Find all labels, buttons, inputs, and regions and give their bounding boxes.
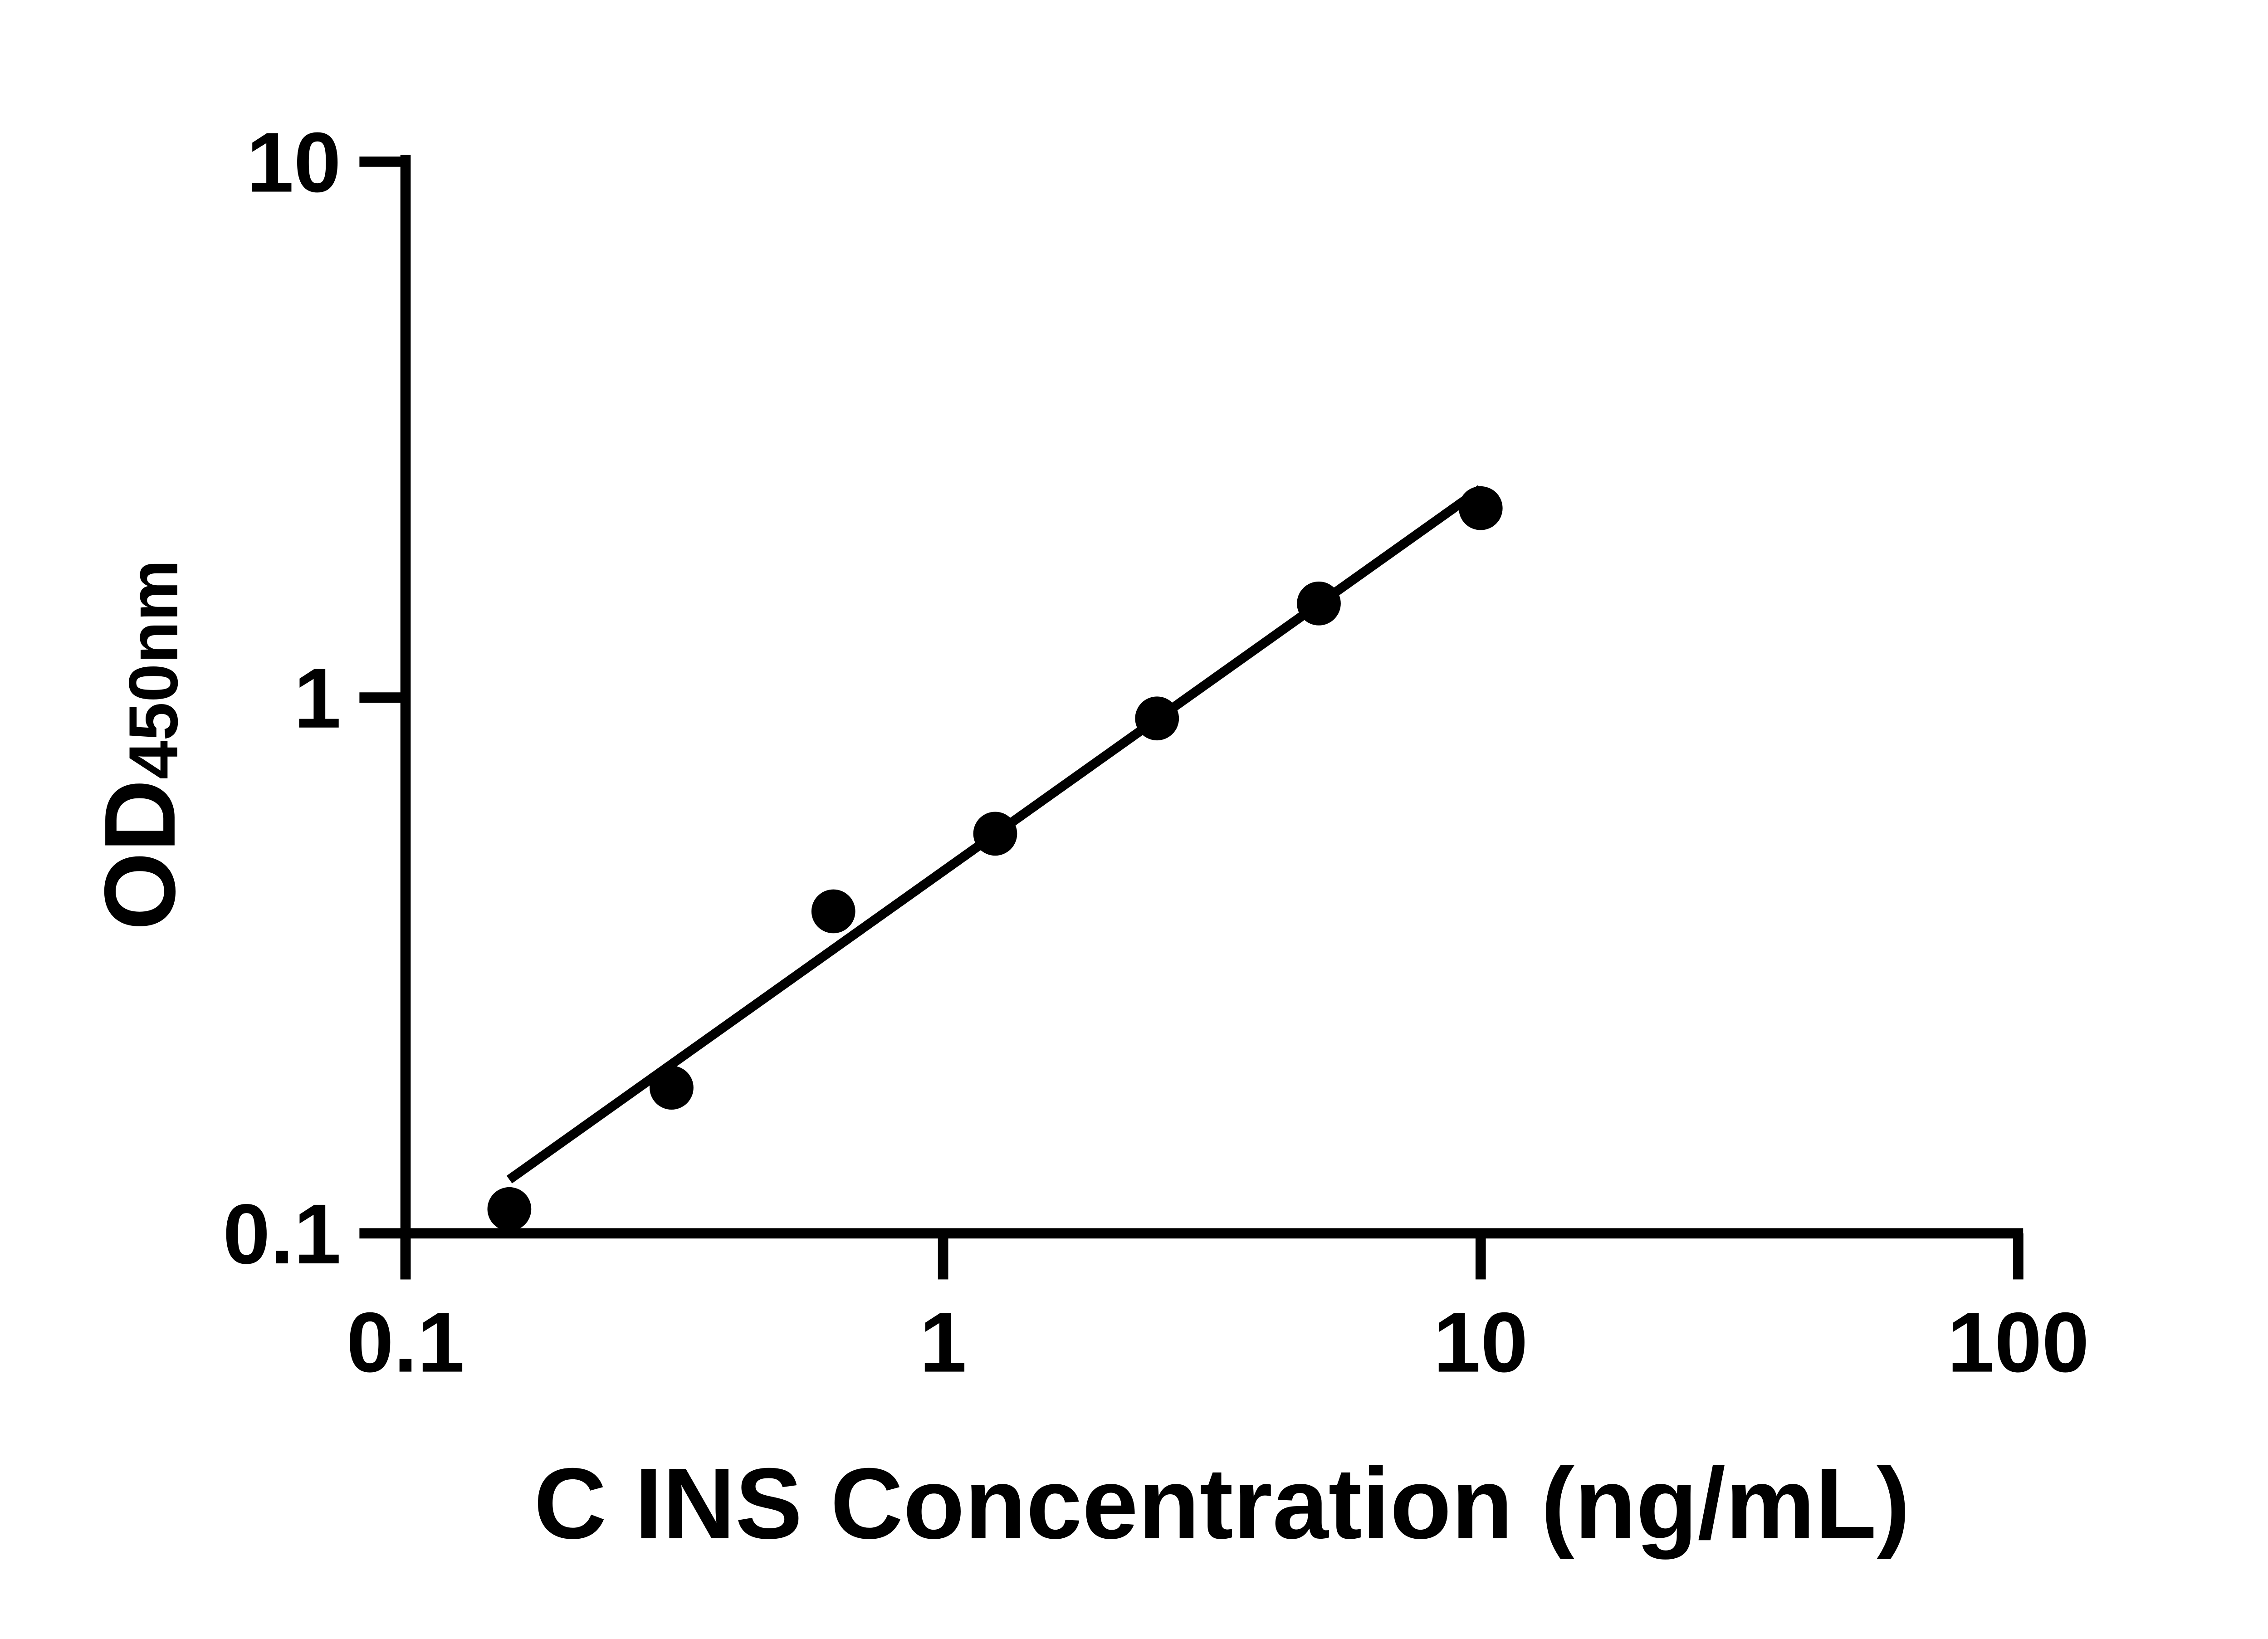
data-point (973, 812, 1017, 856)
axes (400, 155, 2024, 1280)
x-tick-label: 10 (1433, 1295, 1528, 1390)
data-point (1297, 581, 1341, 626)
y-tick-label: 0.1 (223, 1186, 341, 1282)
data-points (487, 486, 1503, 1231)
y-tick-marks: 0.1 1 10 (223, 115, 406, 1282)
data-point (1458, 486, 1503, 530)
data-point (487, 1187, 532, 1231)
data-point (1135, 696, 1179, 741)
data-point (650, 1066, 694, 1110)
x-tick-label: 1 (919, 1295, 967, 1390)
y-axis-title-sub: 450nm (115, 559, 192, 779)
y-tick-label: 1 (294, 651, 341, 746)
x-tick-label: 100 (1947, 1295, 2089, 1390)
x-axis-title: C INS Concentration (ng/mL) (534, 1448, 1910, 1560)
x-tick-label: 0.1 (347, 1295, 465, 1390)
x-tick-marks: 0.1 1 10 100 (347, 1233, 2089, 1390)
data-point (811, 889, 855, 934)
y-axis-title: OD450nm (84, 559, 196, 930)
y-tick-label: 10 (246, 115, 341, 210)
y-axis-title-main: OD (84, 779, 196, 930)
